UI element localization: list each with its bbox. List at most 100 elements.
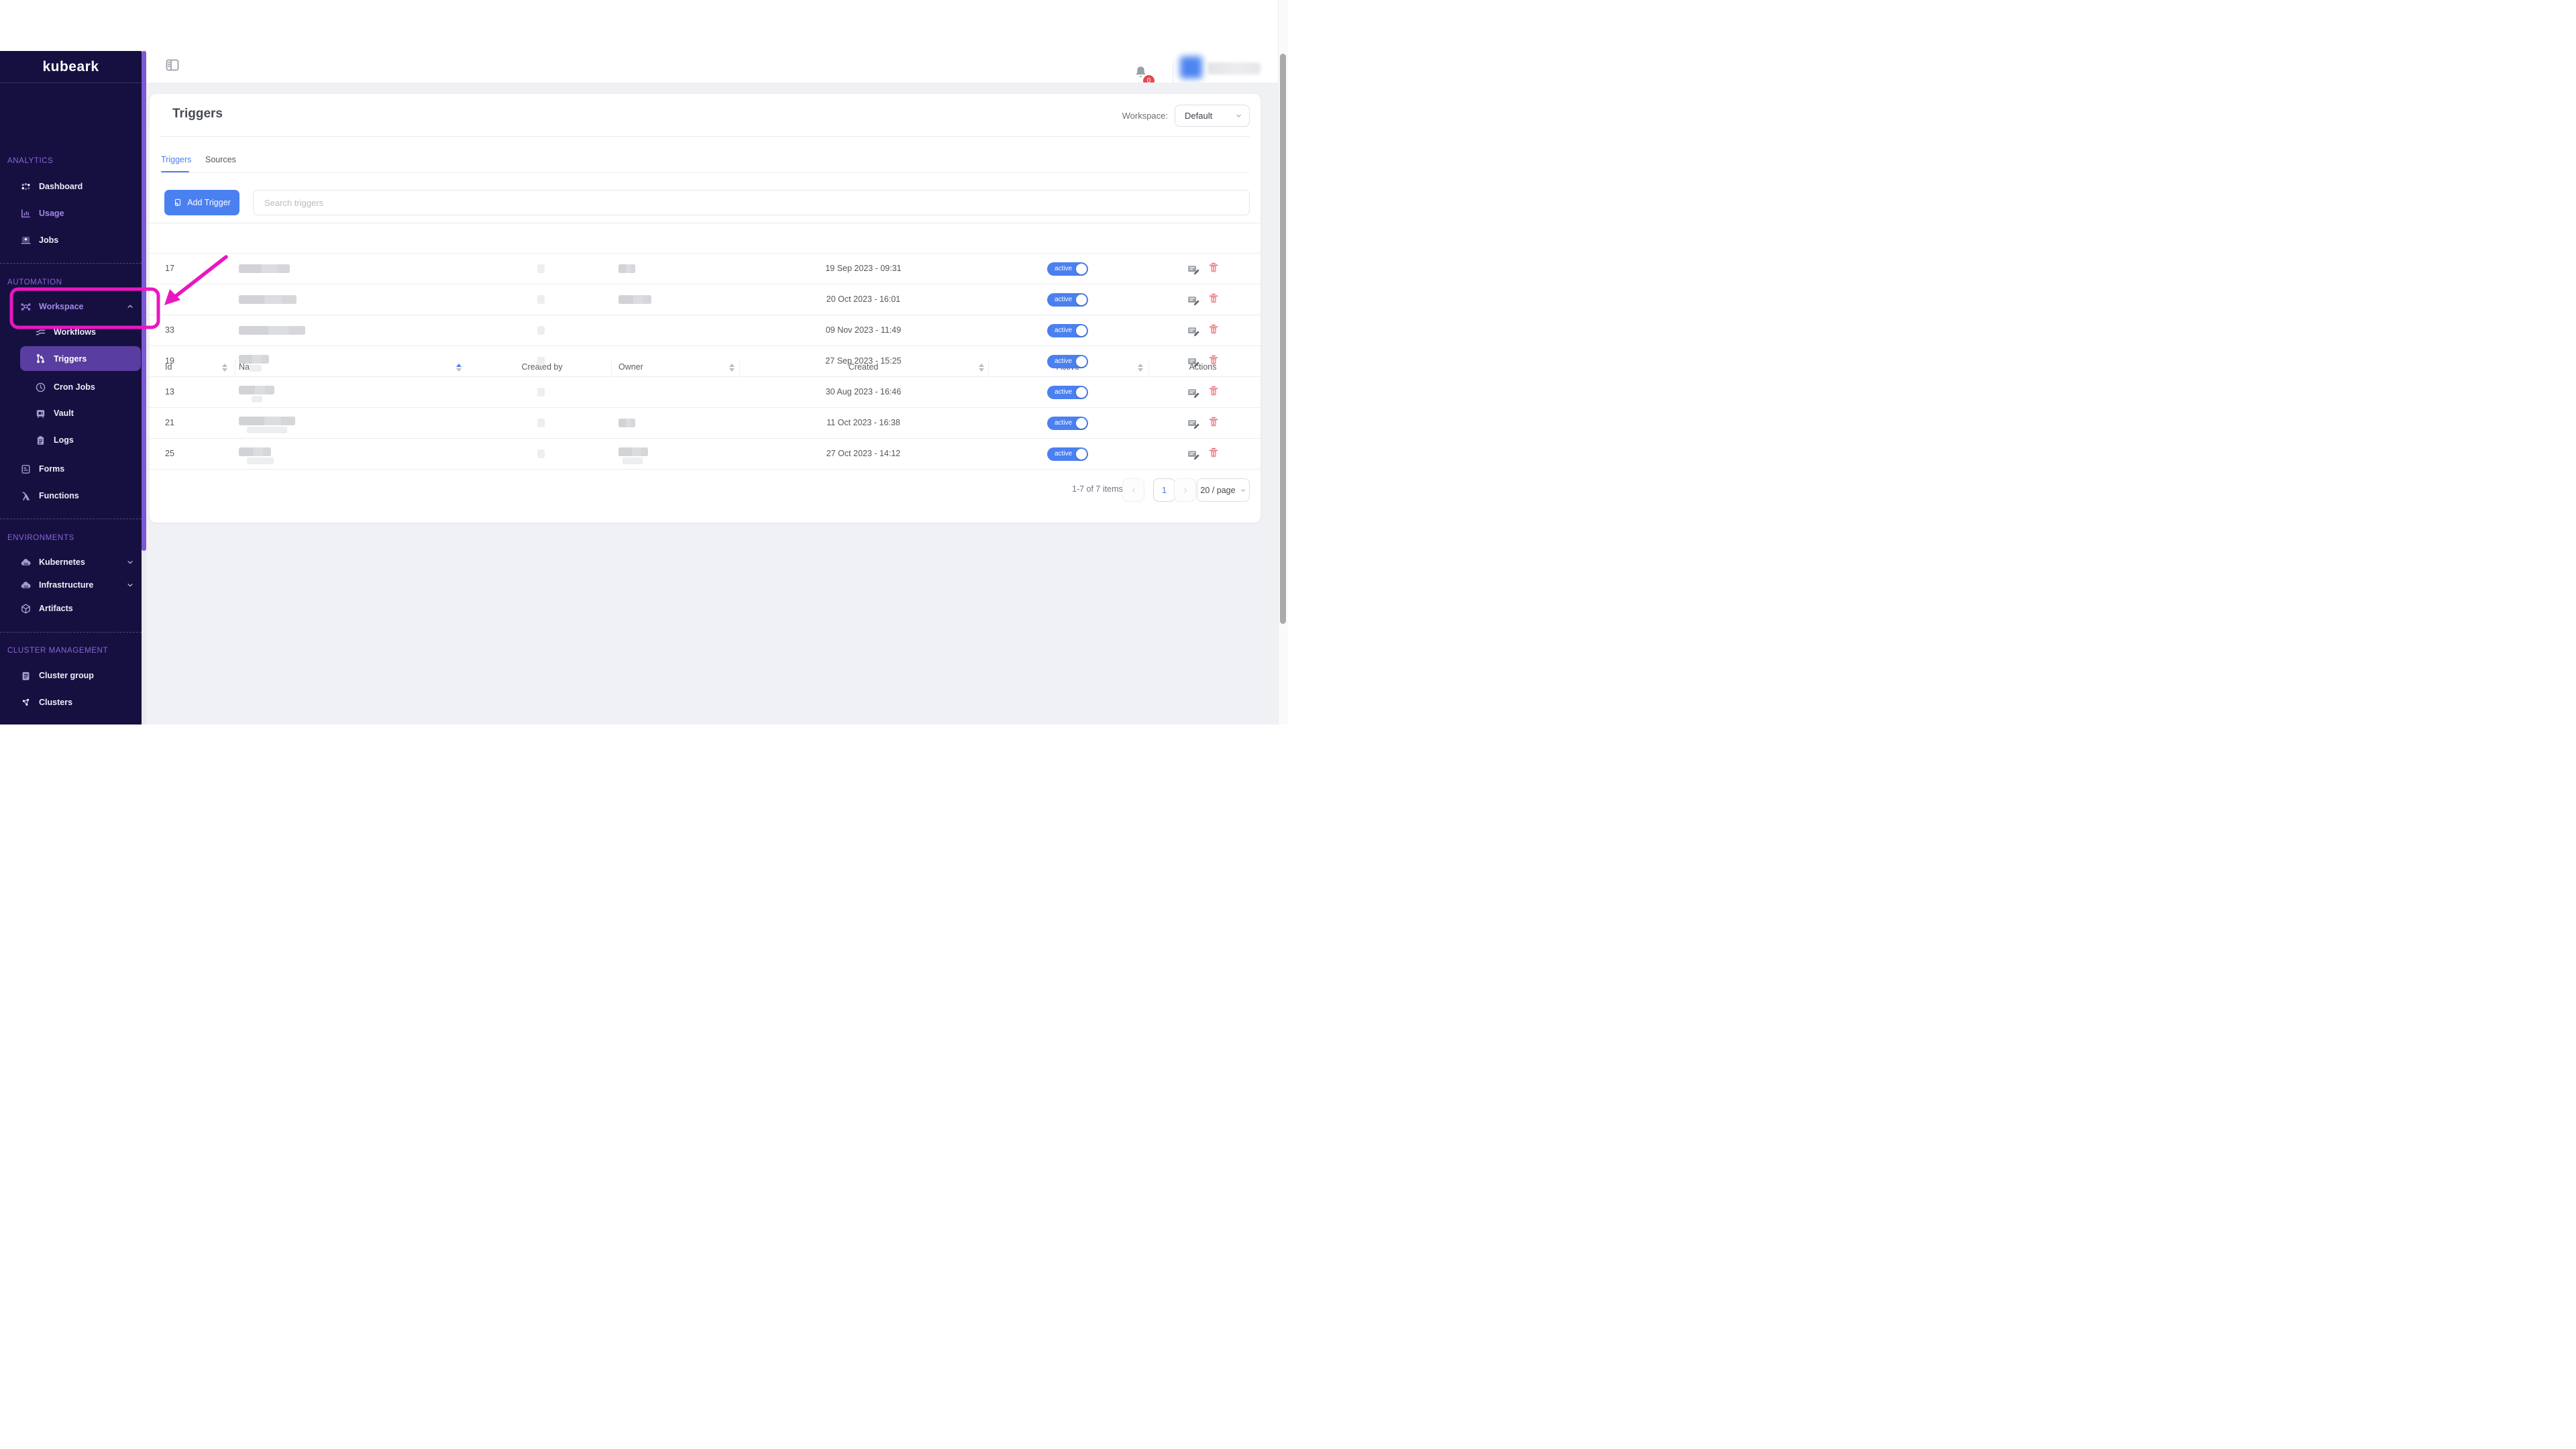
- sidebar-item-label: Usage: [39, 209, 64, 218]
- sort-icon-id[interactable]: [222, 364, 227, 372]
- notifications-bell-icon[interactable]: [1134, 65, 1148, 80]
- avatar[interactable]: [1180, 56, 1202, 78]
- cloud-icon: [20, 580, 32, 591]
- cell-owner-redacted: [619, 419, 635, 427]
- sidebar-item-label: Cron Jobs: [54, 382, 95, 392]
- cube-icon: [20, 603, 32, 614]
- workspace-select-value: Default: [1185, 111, 1213, 121]
- pagination-page-1[interactable]: 1: [1153, 478, 1175, 502]
- column-header-created[interactable]: Created: [848, 362, 879, 372]
- active-toggle[interactable]: active: [1047, 417, 1088, 430]
- sidebar-item-triggers-selected[interactable]: Triggers: [20, 346, 141, 371]
- sidebar-item-clusters[interactable]: Clusters: [0, 689, 142, 716]
- delete-trash-icon[interactable]: [1208, 416, 1220, 430]
- chevron-down-icon: [1235, 112, 1242, 119]
- sidebar-divider: [0, 263, 142, 264]
- chevron-down-icon[interactable]: [126, 558, 134, 566]
- edit-icon[interactable]: [1187, 324, 1201, 337]
- search-input[interactable]: [253, 190, 1250, 215]
- toggle-knob: [1076, 418, 1087, 429]
- section-label-cluster-management: CLUSTER MANAGEMENT: [7, 647, 109, 655]
- delete-trash-icon[interactable]: [1208, 354, 1220, 368]
- chevron-down-icon: [1240, 487, 1246, 494]
- edit-icon[interactable]: [1187, 386, 1201, 399]
- edit-icon[interactable]: [1187, 355, 1201, 368]
- pagination-next-button[interactable]: [1174, 478, 1196, 502]
- sidebar-item-infrastructure[interactable]: Infrastructure: [0, 572, 142, 598]
- column-header-id[interactable]: Id: [165, 362, 172, 372]
- sidebar-scrollbar-thumb[interactable]: [142, 51, 146, 551]
- workspace-selector-row: Workspace: Default: [1122, 105, 1250, 127]
- sort-icon-active[interactable]: [1138, 364, 1143, 372]
- sidebar-item-kubernetes[interactable]: Kubernetes: [0, 549, 142, 576]
- cell-created: 27 Sep 2023 - 15:25: [825, 356, 902, 366]
- sidebar-item-cluster-group[interactable]: Cluster group: [0, 662, 142, 689]
- active-toggle[interactable]: active: [1047, 293, 1088, 307]
- chevron-down-icon[interactable]: [126, 581, 134, 589]
- active-toggle[interactable]: active: [1047, 447, 1088, 461]
- cell-created: 09 Nov 2023 - 11:49: [825, 325, 902, 335]
- sidebar-item-usage[interactable]: Usage: [0, 200, 142, 227]
- table-row: 13 30 Aug 2023 - 16:46 active: [150, 377, 1260, 408]
- pagination-prev-button[interactable]: [1122, 478, 1144, 502]
- sidebar-item-workspace[interactable]: Workspace: [0, 293, 142, 320]
- column-header-owner[interactable]: Owner: [619, 362, 643, 372]
- user-name-redacted[interactable]: [1208, 62, 1260, 74]
- sidebar-item-cron-jobs[interactable]: Cron Jobs: [0, 374, 142, 400]
- sort-icon-name-asc[interactable]: [456, 364, 462, 372]
- sidebar-item-jobs[interactable]: Jobs: [0, 227, 142, 254]
- sort-icon-owner[interactable]: [729, 364, 735, 372]
- top-bar: 0: [146, 51, 1288, 87]
- sidebar-item-label: Vault: [54, 409, 74, 418]
- edit-icon[interactable]: [1187, 447, 1201, 461]
- cell-created: 30 Aug 2023 - 16:46: [825, 387, 902, 396]
- sidebar-item-dashboard[interactable]: Dashboard: [0, 173, 142, 200]
- chevron-up-icon[interactable]: [126, 303, 134, 311]
- column-header-created-by[interactable]: Created by: [521, 362, 563, 372]
- edit-icon[interactable]: [1187, 293, 1201, 307]
- sort-icon-created[interactable]: [979, 364, 984, 372]
- delete-trash-icon[interactable]: [1208, 292, 1220, 307]
- header-separator: [739, 360, 740, 376]
- delete-trash-icon[interactable]: [1208, 323, 1220, 337]
- sidebar-item-logs[interactable]: Logs: [0, 427, 142, 453]
- delete-trash-icon[interactable]: [1208, 385, 1220, 399]
- active-toggle[interactable]: active: [1047, 386, 1088, 399]
- sidebar-collapse-icon[interactable]: [164, 57, 180, 74]
- toggle-knob: [1076, 294, 1087, 305]
- sidebar-item-vault[interactable]: Vault: [0, 400, 142, 427]
- cell-name-redacted: [247, 427, 287, 433]
- header-separator: [611, 360, 612, 376]
- sidebar-item-functions[interactable]: Functions: [0, 482, 142, 509]
- cell-created: 19 Sep 2023 - 09:31: [825, 264, 902, 273]
- cell-created-by-redacted: [537, 419, 545, 427]
- page-size-select[interactable]: 20 / page: [1197, 478, 1250, 502]
- active-toggle[interactable]: active: [1047, 355, 1088, 368]
- cell-name-redacted: [239, 326, 305, 335]
- active-toggle[interactable]: active: [1047, 262, 1088, 276]
- edit-icon[interactable]: [1187, 417, 1201, 430]
- sidebar-item-artifacts[interactable]: Artifacts: [0, 595, 142, 622]
- edit-icon[interactable]: [1187, 262, 1201, 276]
- delete-trash-icon[interactable]: [1208, 262, 1220, 276]
- usage-icon: [20, 208, 32, 219]
- clusters-icon: [20, 697, 32, 708]
- cell-id: 19: [165, 356, 174, 366]
- add-trigger-button[interactable]: Add Trigger: [164, 190, 239, 215]
- active-toggle[interactable]: active: [1047, 324, 1088, 337]
- workspace-select[interactable]: Default: [1175, 105, 1250, 127]
- brand-logo: kubeark: [0, 51, 142, 83]
- cell-name-redacted: [239, 295, 297, 304]
- sidebar-item-label: Triggers: [54, 354, 87, 364]
- sidebar-item-workflows[interactable]: Workflows: [0, 319, 142, 345]
- tab-sources[interactable]: Sources: [205, 155, 236, 164]
- cell-id: 13: [165, 387, 174, 396]
- sidebar-item-forms[interactable]: Forms: [0, 455, 142, 482]
- window-scrollbar-thumb[interactable]: [1280, 54, 1286, 624]
- workspace-icon: [20, 301, 32, 313]
- tab-triggers[interactable]: Triggers: [161, 155, 192, 164]
- delete-trash-icon[interactable]: [1208, 447, 1220, 461]
- table-header: Id Name Created by Owner Created Active …: [150, 223, 1260, 376]
- active-tab-underline: [161, 171, 189, 172]
- cell-created: 20 Oct 2023 - 16:01: [826, 294, 901, 304]
